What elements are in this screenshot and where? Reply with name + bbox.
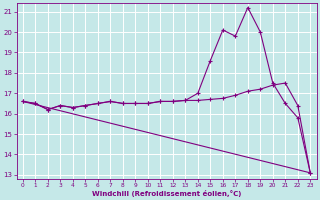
X-axis label: Windchill (Refroidissement éolien,°C): Windchill (Refroidissement éolien,°C) xyxy=(92,190,241,197)
